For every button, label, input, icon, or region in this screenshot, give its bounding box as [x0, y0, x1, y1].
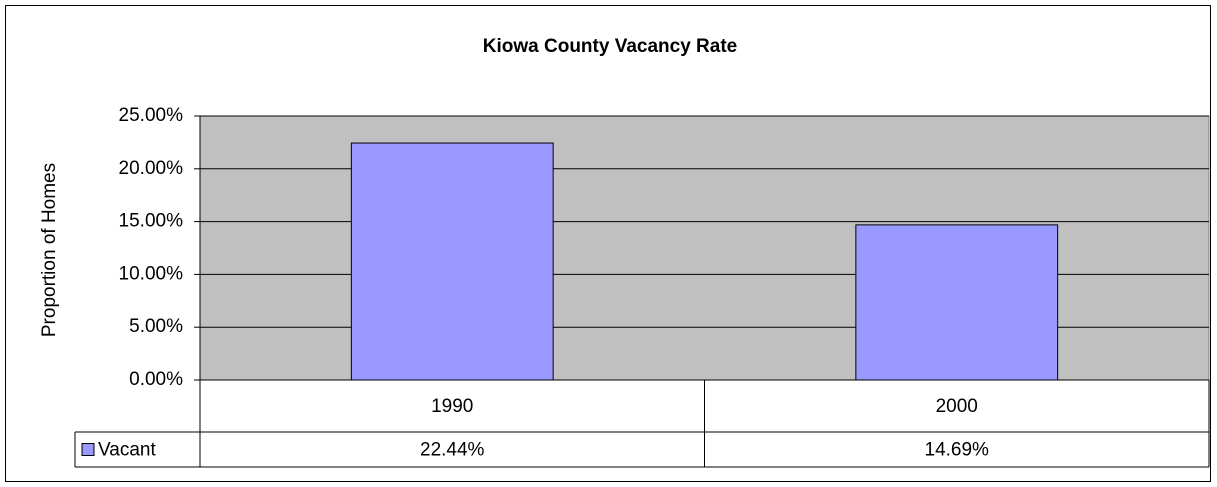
chart-title: Kiowa County Vacancy Rate	[483, 36, 737, 57]
data-label: 22.44%	[420, 440, 485, 461]
bar	[855, 224, 1059, 381]
x-tick-label: 1990	[431, 396, 473, 417]
y-tick-label: 20.00%	[119, 158, 184, 179]
y-tick-label: 0.00%	[129, 369, 183, 390]
y-axis-label: Proportion of Homes	[39, 163, 60, 337]
y-tick-label: 10.00%	[119, 263, 184, 284]
data-label: 14.69%	[925, 440, 990, 461]
y-tick-label: 25.00%	[119, 105, 184, 126]
bar	[350, 142, 554, 381]
legend-label: Vacant	[98, 440, 156, 461]
legend-swatch	[81, 443, 95, 456]
x-tick-label: 2000	[936, 396, 978, 417]
y-tick-label: 5.00%	[129, 316, 183, 337]
y-tick-label: 15.00%	[119, 211, 184, 232]
